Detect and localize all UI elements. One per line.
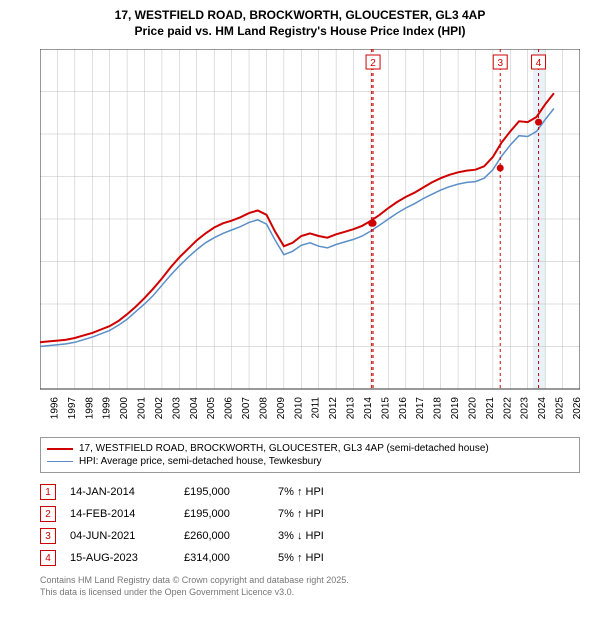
transaction-date: 14-JAN-2014 [70, 486, 170, 498]
event-marker-dot [535, 119, 542, 126]
event-marker-id: 3 [497, 58, 503, 69]
transaction-pct: 3% ↓ HPI [278, 530, 368, 542]
x-tick-label: 2020 [467, 397, 478, 420]
transaction-table: 1 14-JAN-2014 £195,000 7% ↑ HPI 2 14-FEB-2014… [40, 481, 580, 569]
x-tick-label: 1996 [49, 397, 60, 420]
x-tick-label: 2016 [398, 397, 409, 420]
x-tick-label: 2009 [276, 397, 287, 420]
transaction-pct: 7% ↑ HPI [278, 486, 368, 498]
legend-label: HPI: Average price, semi-detached house,… [79, 456, 322, 467]
x-tick-label: 2018 [433, 397, 444, 420]
series-price_paid [40, 93, 554, 342]
chart-area: £0£50K£100K£150K£200K£250K£300K£350K£400… [40, 49, 580, 429]
x-tick-label: 1999 [102, 397, 113, 420]
event-marker-id: 2 [370, 58, 376, 69]
transaction-price: £195,000 [184, 508, 264, 520]
series-hpi [40, 109, 554, 347]
title-line-2: Price paid vs. HM Land Registry's House … [0, 24, 600, 40]
legend-item: 17, WESTFIELD ROAD, BROCKWORTH, GLOUCEST… [47, 442, 573, 455]
x-tick-label: 2010 [293, 397, 304, 420]
legend: 17, WESTFIELD ROAD, BROCKWORTH, GLOUCEST… [40, 437, 580, 473]
legend-item: HPI: Average price, semi-detached house,… [47, 455, 573, 468]
x-tick-label: 2021 [485, 397, 496, 420]
x-tick-label: 1995 [40, 397, 43, 420]
x-tick-label: 2025 [555, 397, 566, 420]
transaction-pct: 7% ↑ HPI [278, 508, 368, 520]
footer-line-2: This data is licensed under the Open Gov… [40, 587, 580, 599]
x-tick-label: 2011 [311, 397, 322, 419]
title-line-1: 17, WESTFIELD ROAD, BROCKWORTH, GLOUCEST… [0, 8, 600, 24]
x-tick-label: 2004 [189, 397, 200, 420]
legend-swatch [47, 448, 73, 450]
transaction-row: 4 15-AUG-2023 £314,000 5% ↑ HPI [40, 547, 580, 569]
transaction-date: 14-FEB-2014 [70, 508, 170, 520]
x-tick-label: 2024 [537, 397, 548, 420]
x-tick-label: 2003 [171, 397, 182, 420]
x-tick-label: 2000 [119, 397, 130, 420]
transaction-date: 04-JUN-2021 [70, 530, 170, 542]
transaction-pct: 5% ↑ HPI [278, 552, 368, 564]
x-tick-label: 1998 [84, 397, 95, 420]
x-tick-label: 2026 [572, 397, 580, 420]
footer-line-1: Contains HM Land Registry data © Crown c… [40, 575, 580, 587]
legend-swatch [47, 461, 73, 462]
x-tick-label: 2022 [502, 397, 513, 420]
transaction-marker: 3 [40, 528, 56, 544]
x-tick-label: 2005 [206, 397, 217, 420]
x-tick-label: 2008 [258, 397, 269, 420]
transaction-row: 2 14-FEB-2014 £195,000 7% ↑ HPI [40, 503, 580, 525]
transaction-marker: 2 [40, 506, 56, 522]
x-tick-label: 2017 [415, 397, 426, 420]
x-tick-label: 2019 [450, 397, 461, 420]
x-tick-label: 2007 [241, 397, 252, 420]
line-chart: £0£50K£100K£150K£200K£250K£300K£350K£400… [40, 49, 580, 429]
x-tick-label: 2023 [520, 397, 531, 420]
transaction-row: 1 14-JAN-2014 £195,000 7% ↑ HPI [40, 481, 580, 503]
transaction-price: £314,000 [184, 552, 264, 564]
chart-title: 17, WESTFIELD ROAD, BROCKWORTH, GLOUCEST… [0, 0, 600, 39]
x-tick-label: 2006 [224, 397, 235, 420]
transaction-marker: 4 [40, 550, 56, 566]
transaction-price: £260,000 [184, 530, 264, 542]
transaction-date: 15-AUG-2023 [70, 552, 170, 564]
transaction-marker: 1 [40, 484, 56, 500]
footer-attribution: Contains HM Land Registry data © Crown c… [40, 575, 580, 598]
x-tick-label: 2015 [380, 397, 391, 420]
legend-label: 17, WESTFIELD ROAD, BROCKWORTH, GLOUCEST… [79, 443, 489, 454]
transaction-row: 3 04-JUN-2021 £260,000 3% ↓ HPI [40, 525, 580, 547]
x-tick-label: 2001 [137, 397, 148, 420]
x-tick-label: 1997 [67, 397, 78, 420]
event-marker-id: 4 [536, 58, 542, 69]
event-marker-dot [370, 220, 377, 227]
event-marker-dot [497, 165, 504, 172]
x-tick-label: 2013 [346, 397, 357, 420]
page-root: 17, WESTFIELD ROAD, BROCKWORTH, GLOUCEST… [0, 0, 600, 599]
x-tick-label: 2002 [154, 397, 165, 420]
x-tick-label: 2014 [363, 397, 374, 420]
transaction-price: £195,000 [184, 486, 264, 498]
x-tick-label: 2012 [328, 397, 339, 420]
